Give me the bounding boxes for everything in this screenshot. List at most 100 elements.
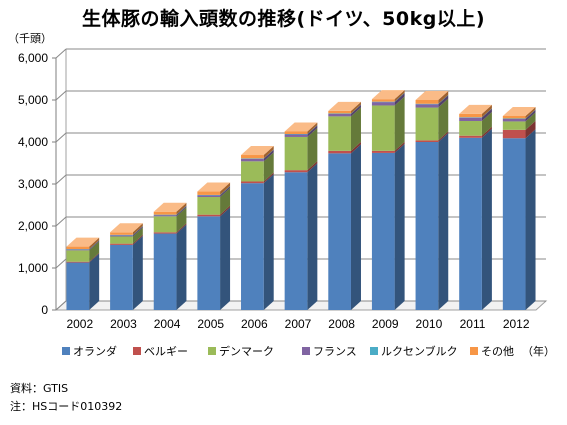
x-tick-label: 2009 — [372, 317, 399, 331]
bar-segment-side — [350, 104, 361, 114]
bar-segment — [415, 104, 439, 108]
gridline-diagonal — [55, 216, 67, 227]
x-tick-label: 2006 — [241, 317, 268, 331]
bar-segment-side — [481, 126, 492, 138]
bar-segment-side — [307, 127, 318, 171]
bar-segment — [110, 236, 133, 244]
bar-top-cap — [459, 104, 492, 114]
bar-segment-side — [307, 161, 318, 173]
source-note: 資料：GTIS — [10, 382, 69, 395]
bar-segment — [110, 243, 133, 245]
bar-segment — [241, 158, 264, 159]
bar-segment — [241, 183, 264, 310]
x-tick-label: 2007 — [285, 317, 312, 331]
bar-segment-side — [176, 202, 187, 215]
bar-segment-side — [394, 141, 405, 153]
bar-segment-side — [89, 241, 100, 262]
legend-swatch — [370, 347, 378, 355]
bar-segment-side — [350, 107, 361, 151]
y-tick-label: 6,000 — [18, 51, 48, 65]
bar-segment — [153, 233, 177, 310]
bar-segment — [197, 214, 221, 217]
bar-segment — [459, 117, 482, 121]
bar-segment — [371, 101, 395, 103]
bar-segment-side — [89, 252, 100, 263]
bar-segment — [66, 246, 90, 250]
bar-segment-side — [394, 93, 405, 106]
x-tick-label: 2011 — [460, 317, 486, 331]
bar-top-cap — [110, 223, 143, 233]
bar-segment — [502, 138, 526, 310]
bar-segment — [284, 134, 308, 135]
y-unit-label: （千頭） — [8, 32, 52, 45]
hs-code-note: 注：HSコード010392 — [10, 400, 123, 413]
bar-segment — [197, 197, 221, 215]
bar-segment — [415, 140, 439, 142]
bar-segment — [241, 158, 264, 162]
bar-segment-side — [132, 225, 143, 236]
bar-segment — [328, 153, 351, 310]
bar-segment-side — [263, 146, 274, 159]
chart-notes: 資料：GTIS 注：HSコード010392 — [10, 380, 122, 416]
bar-segment — [502, 118, 526, 119]
bar-segment-side — [525, 109, 536, 119]
bar-segment-side — [525, 109, 536, 122]
legend-swatch — [208, 347, 216, 355]
legend-label: フランス — [313, 345, 357, 358]
gridline-diagonal — [55, 48, 67, 59]
x-tick-label: 2005 — [197, 317, 224, 331]
legend-swatch — [302, 347, 310, 355]
legend-label: デンマーク — [219, 344, 274, 358]
bar-top-cap — [241, 146, 274, 156]
bar-segment — [459, 121, 482, 136]
bar-segment — [459, 113, 482, 118]
bar-segment-side — [220, 205, 231, 217]
bar-segment — [371, 150, 395, 153]
bar-segment-side — [220, 185, 231, 196]
bar-segment-side — [89, 237, 100, 250]
bar-top-cap — [502, 106, 536, 116]
bar-segment-side — [263, 174, 274, 310]
bar-segment-side — [481, 128, 492, 310]
bar-segment — [328, 113, 351, 117]
stacked-bar-chart: 0 1,000 2,000 3,000 4,000 5,000 6,000 2002 2003 2… — [18, 48, 555, 358]
bar-segment — [328, 116, 351, 151]
bar-segment-side — [525, 112, 536, 130]
bar-segment — [197, 195, 221, 198]
bar-segment-side — [89, 253, 100, 310]
bar-segment — [371, 152, 395, 310]
bar-segment — [502, 115, 526, 119]
bar-segment-side — [394, 90, 405, 102]
bar-segment — [66, 262, 90, 310]
bar-segment-side — [176, 223, 187, 234]
bar-segment — [197, 216, 221, 310]
bar-segment — [284, 172, 308, 310]
bar-segment — [415, 103, 439, 105]
bar-segment — [371, 102, 395, 106]
legend-swatch — [470, 347, 478, 355]
bar-segment-side — [394, 143, 405, 310]
bar-segment-side — [220, 186, 231, 198]
bar-segment-side — [394, 96, 405, 151]
y-tick-label: 4,000 — [18, 135, 48, 149]
bar-top-cap — [328, 101, 361, 111]
bar-segment-side — [350, 144, 361, 310]
bar-segment — [284, 136, 308, 171]
bar-segment — [502, 129, 526, 139]
bar-segment — [153, 211, 177, 215]
bar-segment-side — [176, 207, 187, 233]
bar-segment-side — [176, 205, 187, 216]
bar-segment-side — [525, 129, 536, 310]
bar-segment — [459, 137, 482, 310]
bar-segment — [371, 105, 395, 151]
bar-segment-side — [438, 91, 449, 104]
bar-segment — [66, 261, 90, 263]
y-tick-label: 3,000 — [18, 177, 48, 191]
x-tick-label: 2008 — [328, 317, 355, 331]
bar-segment-side — [438, 94, 449, 105]
bar-segment — [66, 250, 90, 262]
bar-segment — [328, 113, 351, 114]
bar-segment — [415, 100, 439, 104]
bar-segment-side — [350, 101, 361, 114]
bar-segment — [110, 244, 133, 310]
